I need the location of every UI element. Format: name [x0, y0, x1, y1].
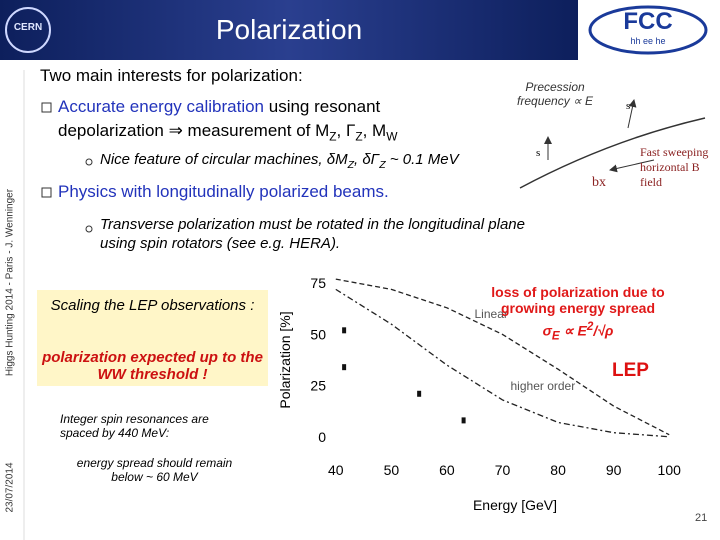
text-run: using resonant depolarization ⇒ measurem… [58, 97, 381, 140]
highlight-box [37, 290, 268, 386]
text-run: , δΓ [354, 151, 380, 168]
text-run: /√ρ [593, 322, 614, 339]
x-tick-label: 80 [550, 462, 566, 478]
sidebar-date: 23/07/2014 [4, 462, 16, 513]
data-point [461, 417, 466, 424]
spin-arrow [627, 99, 637, 129]
logo-box [580, 0, 720, 60]
text-run: , M [362, 121, 387, 140]
y-tick-label: 0 [318, 429, 326, 445]
bullet [41, 187, 52, 198]
bullet-text: Accurate energy calibration using resona… [58, 95, 478, 148]
header-bar [0, 0, 578, 60]
field-arrow [609, 159, 655, 173]
field-component: bx [592, 175, 606, 190]
data-point [417, 390, 422, 397]
text-run: Transverse polarization must be rotated … [100, 216, 525, 252]
sub-bullet-text: Transverse polarization must be rotated … [100, 215, 560, 253]
series-label: higher order [511, 379, 576, 393]
x-tick-label: 90 [606, 462, 622, 478]
bullet-text: Physics with longitudinally polarized be… [58, 180, 478, 204]
data-point [342, 327, 347, 334]
text-run: 2 [586, 320, 594, 333]
chart-annotation: loss of polarization due to growing ener… [491, 284, 665, 316]
text-run: Physics with longitudinally polarized be… [58, 182, 389, 201]
formula: σE ∝ E2/√ρ [478, 320, 678, 342]
box-text: Scaling the LEP observations : [50, 297, 255, 314]
y-tick-label: 50 [310, 326, 326, 342]
chart: 0 25 50 75 40 50 60 70 80 90 100 Energy [GeV] Polari… [277, 275, 681, 513]
series-line [335, 278, 670, 436]
logo-text: FCC [623, 8, 673, 35]
text-run: ∝ E [559, 322, 587, 339]
series-label: Linear [475, 307, 508, 321]
sub-bullet-text: Nice feature of circular machines, δMZ, … [100, 150, 540, 175]
sub-bullet [85, 225, 93, 233]
fcc-logo [588, 5, 708, 55]
text-run: Z [329, 129, 337, 144]
logo-text: CERN [13, 22, 43, 33]
x-tick-label: 100 [658, 462, 682, 478]
field-label: Fast sweeping horizontal B field [640, 145, 709, 189]
text-run: E [551, 329, 560, 343]
precession-caption: Precession frequency ∝ E [517, 80, 593, 108]
chart-tag: LEP [612, 360, 649, 381]
box-emphasis: polarization expected up to the WW thres… [42, 349, 263, 383]
x-tick-label: 60 [439, 462, 455, 478]
text-run: σ [542, 322, 552, 339]
x-tick-label: 50 [384, 462, 400, 478]
text-run: Z [355, 129, 363, 144]
logo-subtext: hh ee he [630, 36, 666, 46]
y-tick-label: 75 [310, 275, 326, 291]
text-run: , Γ [336, 121, 356, 140]
y-tick-label: 25 [310, 378, 326, 394]
data-point [342, 364, 347, 371]
x-tick-label: 40 [328, 462, 344, 478]
spin-label: s [536, 147, 541, 159]
text-run: W [386, 129, 398, 144]
x-axis-label: Energy [GeV] [473, 497, 557, 513]
text-run: Z [347, 159, 355, 171]
slide-title: Polarization [215, 14, 363, 45]
x-tick-label: 70 [495, 462, 511, 478]
sub-bullet [85, 158, 93, 166]
orbit [519, 117, 706, 189]
text-run: ~ 0.1 MeV [385, 151, 459, 168]
spin-label: s [626, 100, 631, 112]
series-line [335, 288, 670, 438]
note: energy spread should remain below ~ 60 M… [76, 456, 233, 484]
text-run: Nice feature of circular machines, δM [100, 151, 348, 168]
text-run: Accurate energy calibration [58, 97, 265, 116]
page-number: 21 [695, 512, 708, 524]
text-run: Z [379, 159, 386, 171]
cern-logo [5, 7, 51, 53]
note: Integer spin resonances are spaced by 44… [60, 412, 209, 440]
bullet [41, 102, 52, 113]
intro: Two main interests for polarization: [40, 66, 303, 85]
y-axis-label: Polarization [%] [277, 311, 293, 408]
sidebar-text: Higgs Hunting 2014 - Paris - J. Wenninge… [4, 188, 16, 377]
